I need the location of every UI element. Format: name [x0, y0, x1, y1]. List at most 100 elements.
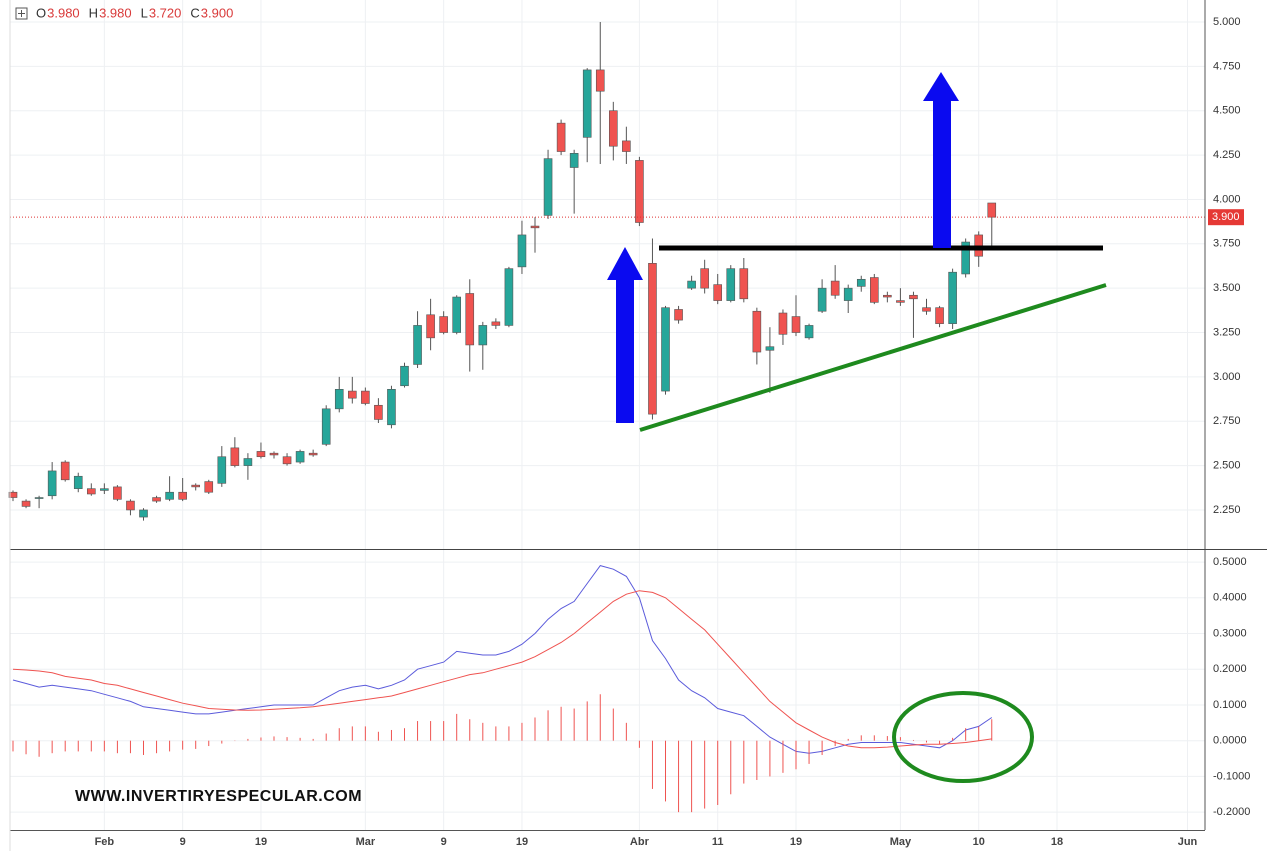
- candle-body: [883, 294, 892, 298]
- ohlc-key: H: [89, 5, 98, 20]
- candle-body: [595, 69, 605, 92]
- candle-body: [60, 461, 70, 481]
- y-tick-label: 3.250: [1213, 326, 1241, 338]
- y-tick-label: 5.000: [1213, 16, 1241, 28]
- candle-body: [165, 491, 174, 500]
- x-tick-label: 11: [712, 836, 724, 848]
- candle-body: [387, 389, 396, 426]
- ohlc-key: L: [141, 5, 148, 20]
- candle-body: [870, 277, 879, 303]
- y-tick-label: -0.1000: [1213, 770, 1250, 782]
- candle-body: [21, 500, 31, 507]
- candle-body: [34, 497, 44, 499]
- x-tick-label: 19: [790, 836, 802, 848]
- y-tick-label: 0.3000: [1213, 627, 1247, 639]
- candle-body: [73, 475, 83, 489]
- candle-body: [635, 160, 644, 223]
- candle-body: [8, 491, 18, 498]
- y-tick-label: 3.750: [1213, 238, 1241, 250]
- candle-body: [582, 69, 592, 138]
- x-tick-label: Mar: [356, 836, 376, 848]
- candle-body: [543, 158, 553, 216]
- candle-body: [674, 309, 683, 321]
- y-tick-label: 0.2000: [1213, 663, 1247, 675]
- y-tick-label: 3.500: [1213, 282, 1241, 294]
- x-tick-label: Abr: [630, 836, 650, 848]
- x-tick-label: Feb: [95, 836, 115, 848]
- candle-body: [661, 307, 670, 392]
- support-trendline: [639, 283, 1107, 432]
- watermark: WWW.INVERTIRYESPECULAR.COM: [75, 788, 362, 805]
- x-tick-label: 9: [180, 836, 186, 848]
- ohlc-key: C: [190, 5, 199, 20]
- y-tick-label: 3.000: [1213, 371, 1241, 383]
- candle-body: [517, 234, 527, 268]
- candle-body: [308, 452, 318, 456]
- candle-body: [530, 225, 540, 229]
- candle-body: [922, 307, 931, 312]
- ohlc-header: O 3.980 H 3.980 L 3.720 C 3.900: [36, 5, 233, 20]
- candle-body: [47, 470, 57, 497]
- candle-body: [204, 481, 214, 493]
- candle-body: [739, 268, 749, 300]
- toggle-icon[interactable]: [15, 7, 28, 20]
- x-tick-label: May: [890, 836, 912, 848]
- candle-body: [295, 451, 305, 463]
- line-series: [12, 590, 992, 749]
- candle-body: [139, 509, 148, 518]
- candle-body: [896, 300, 905, 303]
- candle-body: [256, 451, 266, 458]
- marks: [8, 22, 1205, 813]
- candle-body: [909, 294, 918, 300]
- candle-body: [726, 268, 736, 301]
- candle-body: [100, 488, 109, 491]
- x-tick-label: 9: [441, 836, 447, 848]
- candle-body: [452, 296, 462, 333]
- last-price-box: [1208, 209, 1244, 226]
- y-tick-label: 4.250: [1213, 149, 1241, 161]
- candle-body: [413, 325, 422, 365]
- candle-body: [465, 293, 475, 346]
- x-tick-label: 19: [255, 836, 267, 848]
- candle-body: [713, 284, 723, 301]
- candle-body: [752, 310, 762, 353]
- highlight-ellipse: [892, 691, 1034, 783]
- y-tick-label: 4.750: [1213, 60, 1241, 72]
- y-tick-label: 0.1000: [1213, 699, 1247, 711]
- candle-body: [230, 447, 240, 466]
- candle-body: [961, 241, 970, 275]
- candle-body: [778, 312, 788, 335]
- x-tick-label: 10: [973, 836, 985, 848]
- candle-body: [400, 365, 409, 387]
- candle-body: [791, 316, 801, 333]
- candle-body: [243, 458, 253, 466]
- candle-body: [804, 325, 814, 339]
- candle-body: [374, 404, 383, 420]
- line-series: [12, 565, 993, 754]
- candle-body: [282, 456, 292, 465]
- up-arrow: [607, 247, 643, 423]
- grid: [10, 0, 1205, 830]
- ohlc-value: 3.980: [99, 5, 132, 20]
- candle-body: [269, 452, 279, 456]
- y-tick-label: 2.500: [1213, 460, 1241, 472]
- candle-body: [622, 140, 631, 152]
- candle-body: [700, 268, 709, 289]
- y-tick-label: 0.4000: [1213, 592, 1247, 604]
- candle-body: [504, 268, 514, 326]
- candle-body: [334, 389, 344, 410]
- candle-body: [191, 484, 201, 488]
- candle-body: [439, 316, 448, 333]
- candle-body: [217, 456, 227, 484]
- candle-body: [935, 307, 944, 324]
- ohlc-value: 3.980: [47, 5, 80, 20]
- ohlc-value: 3.720: [149, 5, 182, 20]
- candle-body: [321, 408, 331, 445]
- x-tick-label: 19: [516, 836, 528, 848]
- last-price-label: 3.900: [1212, 211, 1240, 223]
- y-tick-label: 2.750: [1213, 415, 1241, 427]
- ohlc-value: 3.900: [201, 5, 234, 20]
- candle-body: [113, 486, 122, 500]
- y-tick-label: 0.0000: [1213, 735, 1247, 747]
